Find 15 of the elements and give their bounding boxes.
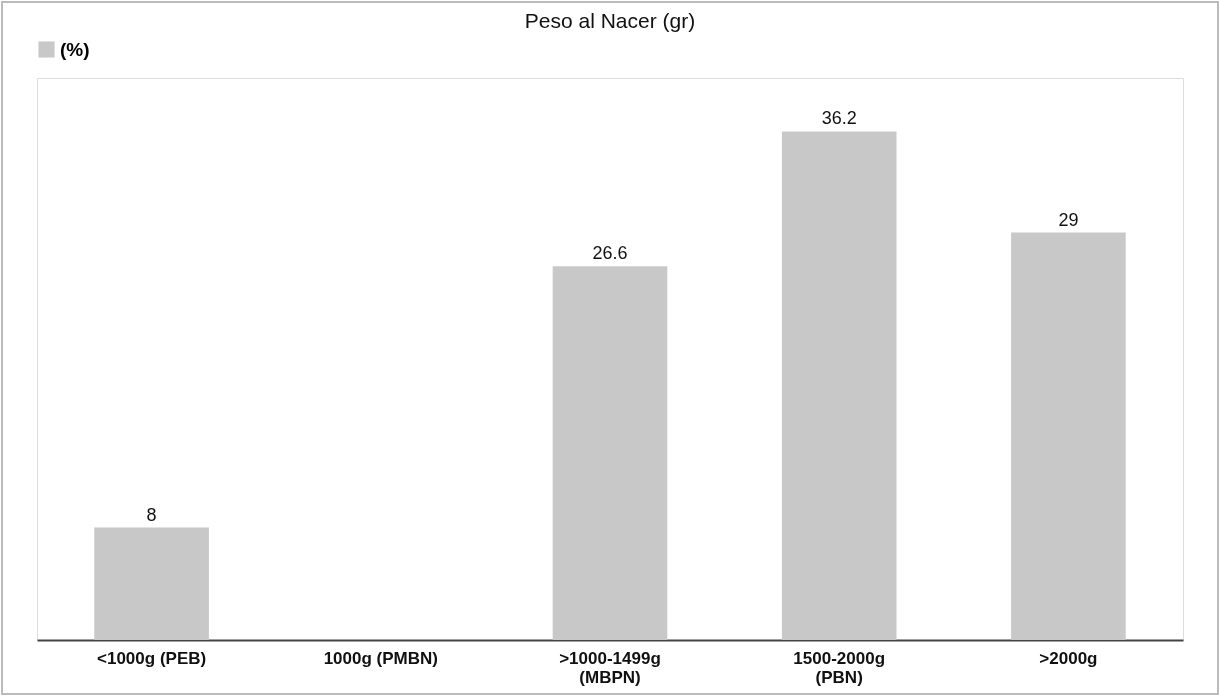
x-tick-label: >1000-1499g (MBPN) [559, 648, 661, 687]
x-tick-label: >2000g [1039, 648, 1098, 668]
bar [552, 266, 668, 640]
data-label: 26.6 [592, 243, 628, 264]
legend-label: (%) [60, 38, 90, 60]
data-label: 8 [146, 504, 157, 525]
x-tick-label: 1000g (PMBN) [323, 648, 438, 668]
data-label: 29 [1058, 209, 1079, 230]
x-tick-label: <1000g (PEB) [97, 648, 207, 668]
bar [94, 527, 209, 640]
bar [781, 131, 897, 640]
bar [1011, 232, 1126, 640]
x-tick-label: 1500-2000g (PBN) [793, 648, 886, 687]
chart-title: Peso al Nacer (gr) [524, 9, 696, 32]
data-label: 36.2 [821, 108, 857, 129]
